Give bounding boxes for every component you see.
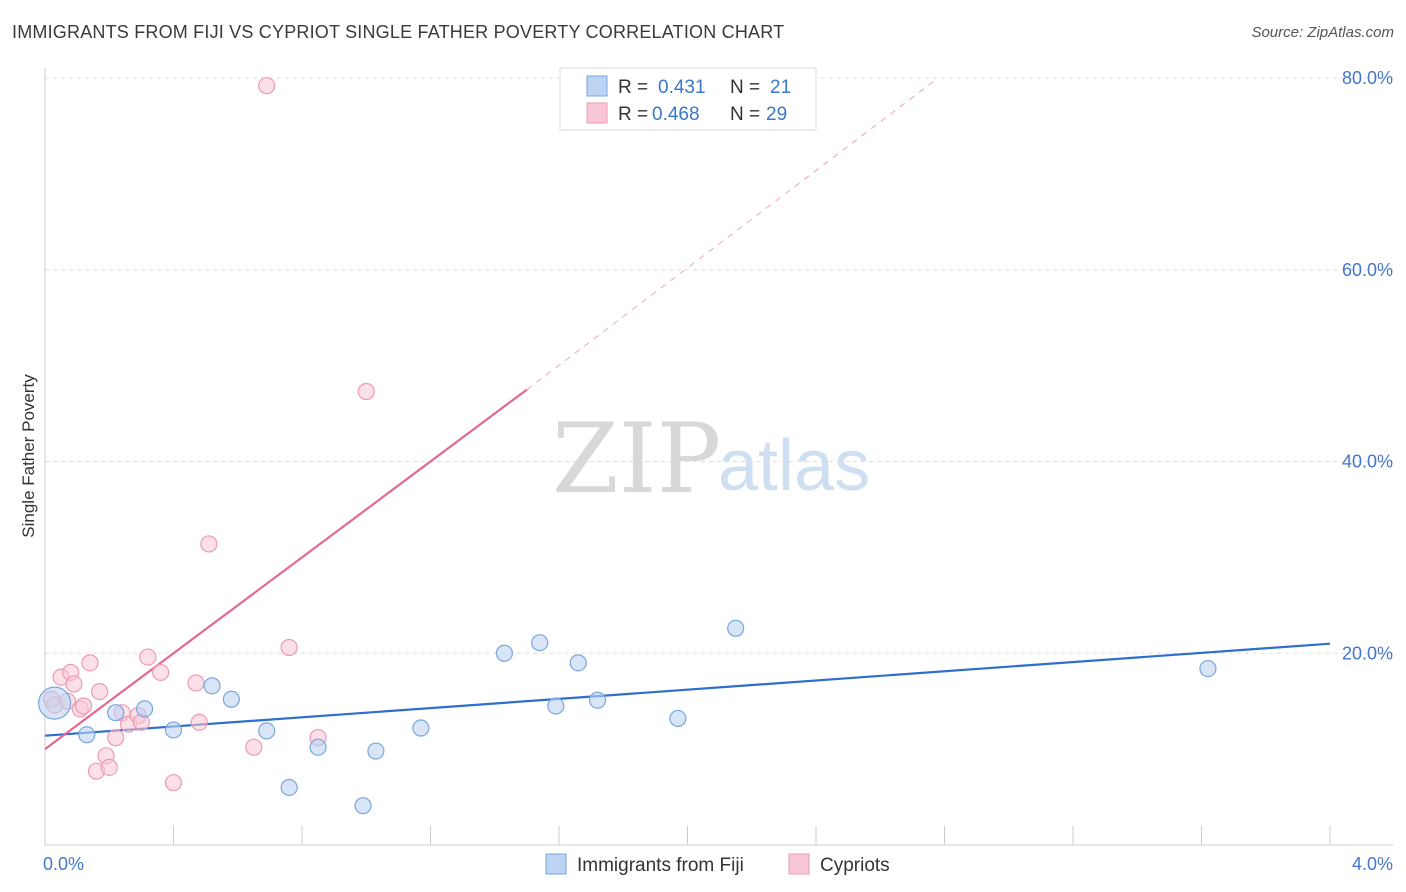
legend-r-value-fiji: 0.431 <box>658 77 706 98</box>
chart-title: IMMIGRANTS FROM FIJI VS CYPRIOT SINGLE F… <box>12 22 785 42</box>
trend-layer <box>44 77 1331 751</box>
point-cypriot-25 <box>280 638 298 657</box>
point-fiji-20 <box>1199 659 1217 678</box>
point-fiji-10 <box>354 797 372 815</box>
bottom-legend-swatch-fiji <box>545 853 567 875</box>
point-cypriot-17 <box>139 648 157 666</box>
y-axis-label: Single Father Poverty <box>19 374 38 538</box>
y-tick-label-0: 20.0% <box>1342 643 1393 663</box>
point-cypriot-19 <box>164 774 183 792</box>
point-cypriot-23 <box>245 738 263 756</box>
legend-r-value-cypriot: 0.468 <box>652 104 700 125</box>
bottom-legend-label-cypriot: Cypriots <box>820 855 890 876</box>
point-cypriot-20 <box>187 674 205 692</box>
point-cypriot-6 <box>74 697 93 715</box>
x-tick-label-min: 0.0% <box>43 854 84 874</box>
point-fiji-19 <box>727 619 745 637</box>
point-fiji-0 <box>38 686 72 720</box>
bottom-legend: Immigrants from Fiji Cypriots <box>545 853 890 876</box>
legend-swatch-fiji <box>586 75 608 97</box>
point-fiji-13 <box>495 644 513 662</box>
point-fiji-11 <box>367 742 385 760</box>
x-tick-label-max: 4.0% <box>1352 854 1393 874</box>
trend-line-fiji <box>44 642 1331 737</box>
point-fiji-17 <box>588 691 607 709</box>
legend-n-value-cypriot: 29 <box>766 104 787 125</box>
legend-swatch-cypriot <box>586 102 608 124</box>
point-cypriot-4 <box>65 675 83 693</box>
trend-line-cypriot <box>44 388 528 751</box>
chart-source: Source: ZipAtlas.com <box>1251 24 1394 41</box>
point-fiji-8 <box>280 778 298 797</box>
y-tick-label-1: 40.0% <box>1342 452 1393 472</box>
point-fiji-7 <box>258 722 276 740</box>
points-layer <box>38 77 1217 815</box>
bottom-legend-swatch-cypriot <box>788 853 810 875</box>
point-cypriot-9 <box>91 682 109 701</box>
point-cypriot-27 <box>357 382 375 401</box>
point-cypriot-7 <box>81 654 99 672</box>
watermark-zip: ZIP <box>552 403 721 515</box>
point-cypriot-22 <box>200 535 218 553</box>
point-fiji-6 <box>222 690 240 708</box>
point-cypriot-21 <box>190 713 208 731</box>
bottom-legend-label-fiji: Immigrants from Fiji <box>577 855 744 876</box>
watermark-atlas: atlas <box>718 426 870 506</box>
legend-r-label-fiji: R = <box>618 77 648 98</box>
y-tick-label-3: 80.0% <box>1342 68 1393 88</box>
point-fiji-18 <box>669 709 687 728</box>
point-fiji-3 <box>135 700 154 718</box>
point-fiji-1 <box>78 726 96 744</box>
trend-line-cypriot-extension <box>526 77 939 390</box>
point-cypriot-11 <box>100 758 118 776</box>
y-tick-labels: 20.0% 40.0% 60.0% 80.0% <box>1342 68 1393 663</box>
point-fiji-2 <box>107 704 125 722</box>
point-cypriot-18 <box>152 663 170 682</box>
point-cypriot-12 <box>107 729 125 747</box>
legend-n-label-fiji: N = <box>730 77 760 98</box>
legend-n-label-cypriot: N = <box>730 104 760 125</box>
legend-r-label-cypriot: R = <box>618 104 648 125</box>
grid-layer <box>45 77 1393 654</box>
top-legend: R = 0.431 N = 21 R = 0.468 N = 29 <box>559 67 817 131</box>
point-cypriot-24 <box>258 77 276 95</box>
point-fiji-15 <box>547 697 565 715</box>
legend-n-value-fiji: 21 <box>770 77 791 98</box>
y-tick-label-2: 60.0% <box>1342 260 1393 280</box>
watermark: ZIP atlas <box>552 403 870 515</box>
point-fiji-12 <box>412 719 430 737</box>
point-fiji-4 <box>164 721 183 739</box>
point-fiji-9 <box>309 738 327 756</box>
point-fiji-14 <box>531 634 549 652</box>
point-fiji-5 <box>203 677 221 695</box>
point-fiji-16 <box>569 654 587 672</box>
